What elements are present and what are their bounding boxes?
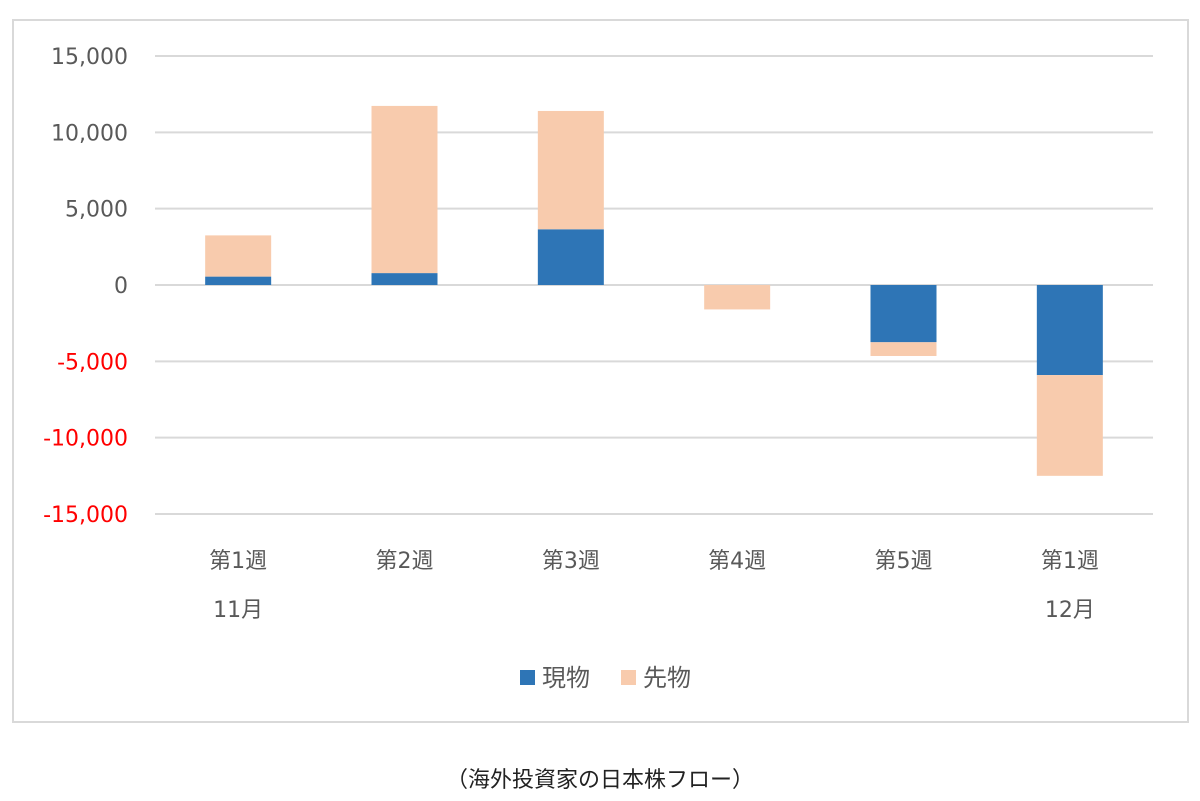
y-tick-label: -10,000	[43, 427, 128, 452]
x-category-label: 第5週	[875, 549, 933, 574]
legend-label: 先物	[643, 664, 691, 692]
legend-label: 現物	[542, 664, 590, 692]
legend-swatch	[621, 670, 636, 685]
x-month-label: 11月	[213, 598, 263, 623]
chart-caption: （海外投資家の日本株フロー）	[446, 768, 754, 793]
x-category-label: 第2週	[376, 549, 434, 574]
bars	[205, 105, 1103, 476]
x-category-label: 第3週	[542, 549, 600, 574]
bar-genbutsu-0	[205, 276, 272, 285]
bar-genbutsu-1	[371, 273, 438, 285]
y-tick-label: 15,000	[51, 45, 128, 70]
y-axis-ticks: 15,000 10,000 5,000 0 -5,000 -10,000 -15,000	[43, 45, 128, 528]
bar-sakimono-0	[205, 235, 272, 277]
y-tick-label: -15,000	[43, 503, 128, 528]
bar-genbutsu-5	[1036, 285, 1103, 376]
legend: 現物 先物	[520, 664, 691, 692]
legend-swatch	[520, 670, 535, 685]
bar-sakimono-2	[537, 110, 604, 230]
bar-sakimono-4	[870, 342, 937, 356]
x-month-label: 12月	[1045, 598, 1095, 623]
x-category-label: 第1週	[1041, 549, 1099, 574]
y-tick-label: -5,000	[57, 350, 128, 375]
bar-sakimono-5	[1036, 375, 1103, 476]
y-tick-label: 5,000	[65, 198, 128, 223]
bar-sakimono-1	[371, 105, 438, 274]
y-tick-label: 0	[114, 274, 128, 299]
bar-genbutsu-2	[537, 229, 604, 285]
x-category-label: 第4週	[708, 549, 766, 574]
x-category-label: 第1週	[209, 549, 267, 574]
x-axis-categories: 第1週 11月 第2週 第3週 第4週 第5週 第1週 12月	[209, 549, 1099, 623]
bar-genbutsu-4	[870, 285, 937, 343]
bar-sakimono-3	[704, 285, 771, 310]
gridlines	[155, 55, 1153, 515]
y-tick-label: 10,000	[51, 121, 128, 146]
